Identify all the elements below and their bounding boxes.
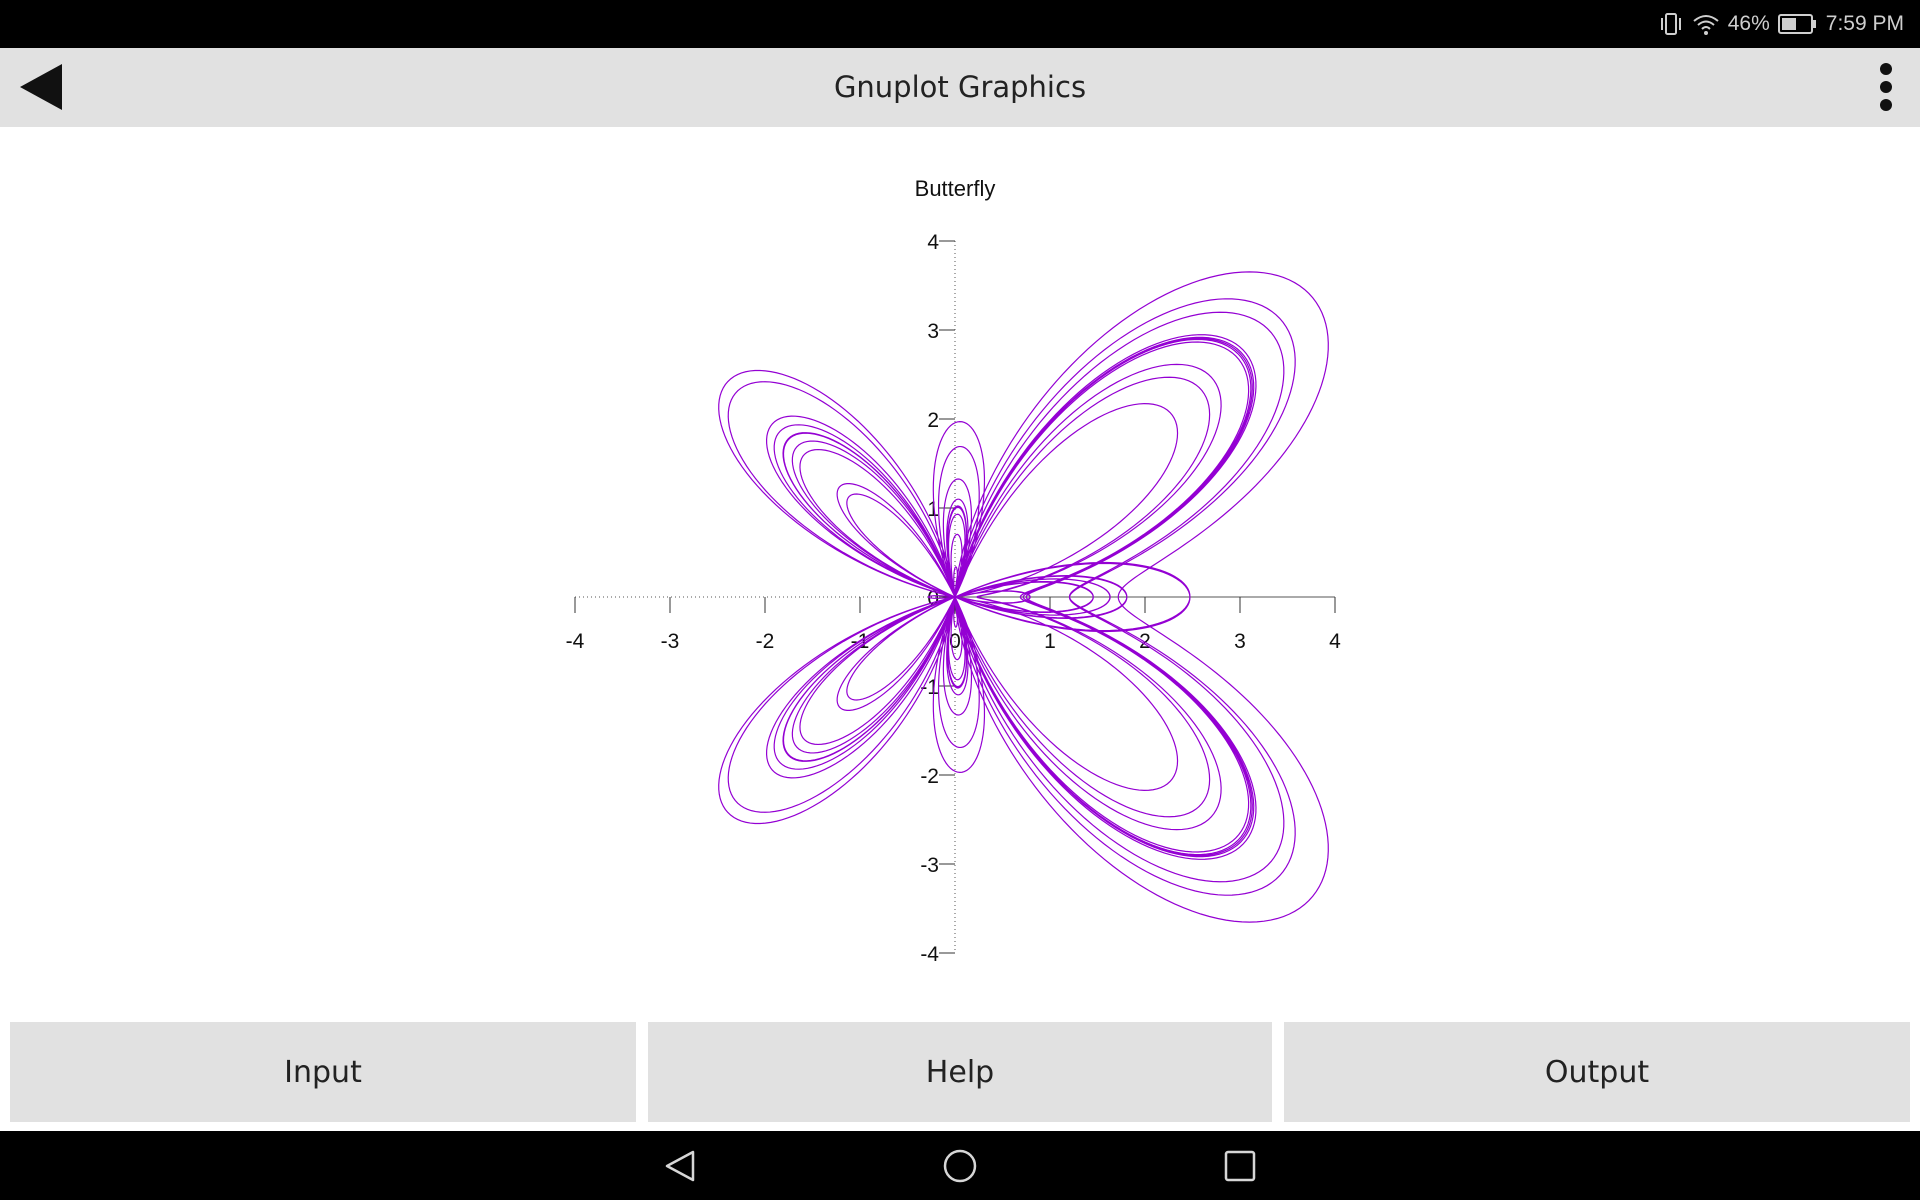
status-bar: 46% 7:59 PM (0, 0, 1920, 48)
nav-recents-button[interactable] (1205, 1131, 1275, 1200)
x-tick-label: 2 (1139, 630, 1151, 653)
y-tick-label: 1 (927, 498, 939, 521)
y-tick-label: 2 (927, 409, 939, 432)
y-tick-label: -3 (920, 854, 939, 877)
x-tick-label: 4 (1329, 630, 1341, 653)
battery-icon (1777, 13, 1818, 35)
x-tick-label: -3 (661, 630, 680, 653)
vibrate-icon (1658, 12, 1684, 36)
nav-home-button[interactable] (925, 1131, 995, 1200)
butterfly-curve (718, 271, 1329, 923)
x-tick-label: 3 (1234, 630, 1246, 653)
nav-back-icon (665, 1150, 695, 1181)
more-vert-icon (1880, 63, 1892, 111)
page-title: Gnuplot Graphics (833, 70, 1087, 104)
clock: 7:59 PM (1825, 12, 1904, 35)
y-tick-label: 4 (927, 231, 939, 254)
x-tick-label: -2 (756, 630, 775, 653)
output-button[interactable]: Output (1284, 1022, 1910, 1122)
help-button[interactable]: Help (648, 1022, 1272, 1122)
x-tick-label: 1 (1044, 630, 1056, 653)
x-tick-label: -4 (566, 630, 585, 653)
chart-title: Butterfly (915, 176, 996, 201)
y-tick-label: -4 (920, 943, 939, 966)
input-button[interactable]: Input (10, 1022, 636, 1122)
battery-percent: 46% (1727, 12, 1770, 35)
status-icons: 46% 7:59 PM (1658, 0, 1904, 48)
plot-area: Butterfly -4 -3 -2 -1 0 1 2 3 4 -4 -3 -2 -1 0 1 2 3 4 (0, 127, 1920, 1022)
nav-back-button[interactable] (645, 1131, 715, 1200)
y-tick-label: -2 (920, 765, 939, 788)
nav-home-icon (943, 1149, 977, 1182)
nav-recents-icon (1224, 1150, 1256, 1181)
system-nav-bar (0, 1131, 1920, 1200)
overflow-menu-button[interactable] (1864, 54, 1908, 120)
bottom-button-row: Input Help Output (0, 1022, 1920, 1123)
back-button[interactable] (8, 54, 74, 120)
app-bar: Gnuplot Graphics (0, 48, 1920, 127)
x-tick-label: 0 (949, 630, 961, 653)
back-arrow-icon (20, 64, 62, 110)
y-tick-label: 3 (927, 320, 939, 343)
wifi-icon (1692, 12, 1720, 36)
